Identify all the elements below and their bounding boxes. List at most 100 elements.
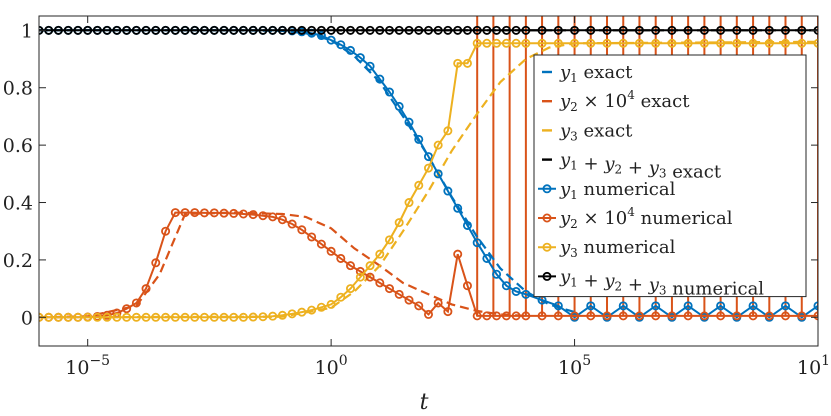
y1-marker-point-50: [521, 289, 531, 299]
sum-marker-point-59: [667, 25, 677, 35]
sum-marker-point-8: [112, 25, 122, 35]
y3-marker-point-23: [258, 312, 268, 322]
sum-marker-point-31: [336, 25, 346, 35]
sum-marker-point-32: [345, 25, 355, 35]
x-axis-label: t: [420, 390, 429, 415]
sum-marker-point-38: [404, 25, 414, 35]
axes-box: [38, 15, 819, 347]
y2-marker-point-55: [602, 311, 612, 321]
y3-marker-point-47: [492, 38, 502, 48]
y2-marker-point-11: [141, 284, 151, 294]
sum-marker-point-43: [453, 25, 463, 35]
y2-marker-point-34: [365, 272, 375, 282]
y3-marker-point-60: [683, 38, 693, 48]
legend-y3-dashed-label: y3 exact: [559, 120, 633, 143]
y2-marker-point-66: [780, 311, 790, 321]
y3-marker-point-50: [521, 38, 531, 48]
sum-marker-point-55: [602, 25, 612, 35]
sum-marker-point-29: [316, 25, 326, 35]
sum-marker-point-37: [394, 25, 404, 35]
y1-marker-point-54: [586, 301, 596, 311]
y1-marker-point-39: [414, 134, 424, 144]
y3-marker-point-27: [297, 307, 307, 317]
sum-marker-point-30: [326, 25, 336, 35]
y3-marker-point-19: [219, 312, 229, 322]
y3-marker-point-34: [365, 261, 375, 271]
y3-marker-point-29: [316, 302, 326, 312]
y3-marker-point-8: [112, 312, 122, 322]
sum-marker-point-47: [492, 25, 502, 35]
sum-marker-point-10: [131, 25, 141, 35]
legend-sum-dashed-label: y1 + y2 + y3 exact: [559, 150, 722, 183]
y3-marker-point-15: [180, 312, 190, 322]
y3-marker-point-18: [209, 312, 219, 322]
sum-marker-point-45: [472, 25, 482, 35]
sum-marker-point-61: [699, 25, 709, 35]
y3-marker-point-39: [414, 180, 424, 190]
legend-y2-marker-marker: [542, 213, 552, 223]
y2-marker-point-43: [453, 249, 463, 259]
y2-marker-point-53: [570, 311, 580, 321]
sum-marker-point-22: [248, 25, 258, 35]
y2-marker-point-25: [277, 215, 287, 225]
y2-marker-point-48: [501, 311, 511, 321]
y3-marker-point-61: [699, 38, 709, 48]
sum-marker-point-3: [63, 25, 73, 35]
sum-marker-point-20: [229, 25, 239, 35]
sum-marker-point-66: [780, 25, 790, 35]
sum-marker-point-17: [199, 25, 209, 35]
sum-marker-point-33: [355, 25, 365, 35]
sum-marker-point-9: [122, 25, 132, 35]
y3-marker-point-32: [345, 284, 355, 294]
y3-marker-point-65: [764, 38, 774, 48]
y1-marker-point-46: [482, 253, 492, 263]
y3-marker-point-52: [553, 38, 563, 48]
y3-marker-point-4: [73, 312, 83, 322]
y1-marker-point-38: [404, 117, 414, 127]
sum-marker-point-18: [209, 25, 219, 35]
sum-marker-point-26: [287, 25, 297, 35]
y2-marker-point-19: [219, 208, 229, 218]
y2-marker-point-52: [553, 311, 563, 321]
sum-marker-point-36: [384, 25, 394, 35]
sum-marker-point-23: [258, 25, 268, 35]
legend-y2-marker-label: y2 × 104 numerical: [559, 205, 733, 231]
y3-marker-point-22: [248, 312, 258, 322]
y2-marker-point-22: [248, 210, 258, 220]
y2-marker-point-26: [287, 219, 297, 229]
y2-marker-point-15: [180, 208, 190, 218]
y1-marker-point-40: [423, 152, 433, 162]
y3-marker-point-16: [190, 312, 200, 322]
y1-marker-point-58: [651, 301, 661, 311]
y-tick-label-2: 0.4: [3, 193, 33, 215]
y1-marker-point-48: [501, 281, 511, 291]
y2-marker-point-20: [229, 208, 239, 218]
y2-marker-point-56: [618, 311, 628, 321]
y2-marker-point-46: [482, 311, 492, 321]
sum-marker-point-54: [586, 25, 596, 35]
y2-marker-point-54: [586, 311, 596, 321]
sum-marker-point-13: [161, 25, 171, 35]
y1-marker-point-35: [375, 74, 385, 84]
x-tick-label-0: 10−5: [65, 353, 110, 379]
sum-marker-point-19: [219, 25, 229, 35]
y3-marker-point-66: [780, 38, 790, 48]
sum-marker-point-63: [732, 25, 742, 35]
legend: y1 exact y2 × 104 exact y3 exact y1 + y2 + …: [533, 54, 807, 299]
y2-marker-point-21: [238, 209, 248, 219]
sum-marker-point-49: [511, 25, 521, 35]
y2-marker-point-49: [511, 311, 521, 321]
y3-marker-point-44: [462, 58, 472, 68]
y2-marker-point-59: [667, 311, 677, 321]
y1-marker-point-37: [394, 101, 404, 111]
y1-marker-point-64: [748, 301, 758, 311]
sum-marker-point-46: [482, 25, 492, 35]
legend-y1-marker-marker: [542, 184, 552, 194]
y3-marker-point-63: [732, 38, 742, 48]
y2-marker-point-40: [423, 309, 433, 319]
y3-marker-point-5: [83, 312, 93, 322]
y2-marker-point-24: [268, 212, 278, 222]
legend-sum-marker-label: y1 + y2 + y3 numerical: [559, 266, 764, 299]
y3-marker-point-21: [238, 312, 248, 322]
